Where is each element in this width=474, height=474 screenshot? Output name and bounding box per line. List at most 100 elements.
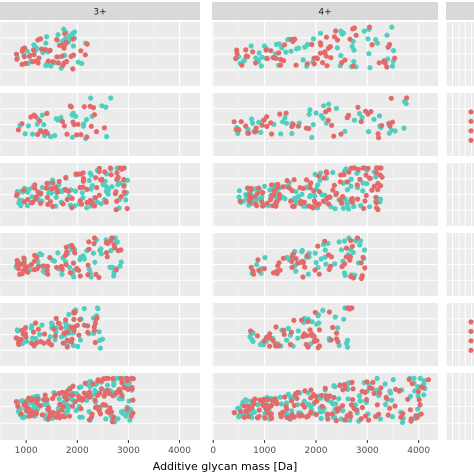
data-point (311, 392, 317, 398)
data-point (282, 115, 288, 121)
points-panel-c1-r3 (14, 165, 131, 213)
data-point (408, 418, 414, 424)
data-point (96, 274, 102, 280)
data-point (54, 264, 60, 270)
data-point (295, 123, 301, 129)
data-point (124, 406, 130, 412)
data-point (350, 63, 356, 69)
data-point (29, 340, 35, 346)
data-point (39, 112, 45, 118)
data-point (81, 306, 87, 312)
data-point (327, 194, 333, 200)
data-point (261, 338, 267, 344)
data-point (378, 385, 384, 391)
data-point (29, 323, 35, 329)
data-point (25, 269, 31, 275)
data-point (245, 413, 251, 419)
data-point (44, 110, 50, 116)
data-point (355, 104, 361, 110)
data-point (108, 248, 114, 254)
data-point (316, 343, 322, 349)
data-point (68, 392, 74, 398)
data-point (399, 419, 406, 425)
data-point (44, 267, 50, 273)
data-point (242, 397, 248, 403)
data-point (323, 169, 329, 175)
data-point (263, 47, 269, 53)
data-point (425, 377, 431, 383)
data-point (369, 42, 375, 48)
data-point (386, 121, 392, 127)
data-point (74, 132, 80, 138)
data-point (112, 245, 118, 251)
data-point (379, 123, 385, 129)
data-point (43, 40, 49, 46)
data-point (69, 205, 75, 211)
data-point (338, 131, 344, 137)
data-point (303, 177, 310, 183)
data-point (381, 58, 387, 64)
data-point (248, 328, 254, 334)
points-panel-c2-r5 (247, 305, 355, 351)
data-point (29, 335, 36, 341)
data-point (319, 403, 325, 409)
data-point (307, 327, 313, 333)
data-point (123, 197, 129, 203)
data-point (30, 59, 36, 65)
data-point (84, 41, 90, 47)
data-point (96, 165, 102, 171)
data-point (112, 191, 118, 197)
data-point (260, 203, 266, 209)
data-point (364, 379, 370, 385)
x-tick-label: 3000 (117, 446, 140, 456)
data-point (78, 48, 84, 54)
facet-panel-c3-r5 (445, 303, 474, 366)
data-point (111, 382, 117, 388)
data-point (54, 37, 60, 43)
data-point (40, 263, 46, 269)
data-point (342, 128, 348, 134)
points-panel-c1-r1 (13, 26, 90, 72)
facet-strip-label-col-1: 3+ (93, 8, 106, 18)
data-point (337, 179, 343, 185)
data-point (264, 200, 270, 206)
data-point (358, 119, 364, 125)
data-point (323, 34, 330, 40)
data-point (255, 402, 261, 408)
data-point (281, 58, 287, 64)
data-point (91, 241, 97, 247)
data-point (400, 410, 406, 417)
data-point (107, 391, 113, 397)
data-point (330, 187, 336, 193)
data-point (350, 386, 356, 392)
data-point (79, 60, 85, 66)
data-point (68, 339, 74, 345)
data-point (276, 191, 282, 198)
data-point (91, 112, 98, 118)
data-point (63, 244, 69, 250)
data-point (121, 385, 127, 391)
data-point (421, 378, 427, 384)
points-panel-c2-r4 (248, 235, 368, 282)
data-point (66, 413, 73, 419)
data-point (324, 63, 330, 69)
data-point (298, 317, 305, 323)
data-point (468, 128, 474, 134)
data-point (348, 237, 354, 244)
data-point (55, 320, 62, 326)
data-point (323, 261, 329, 267)
data-point (109, 184, 115, 190)
data-point (253, 201, 259, 207)
data-point (97, 411, 104, 417)
data-point (299, 191, 305, 197)
data-point (92, 259, 98, 265)
x-tick-label: 1000 (253, 446, 276, 456)
data-point (55, 250, 61, 256)
data-point (295, 194, 301, 200)
data-point (268, 120, 274, 126)
data-point (103, 199, 109, 205)
data-point (37, 128, 44, 134)
data-point (377, 196, 384, 202)
data-point (336, 396, 342, 402)
data-point (53, 184, 59, 190)
